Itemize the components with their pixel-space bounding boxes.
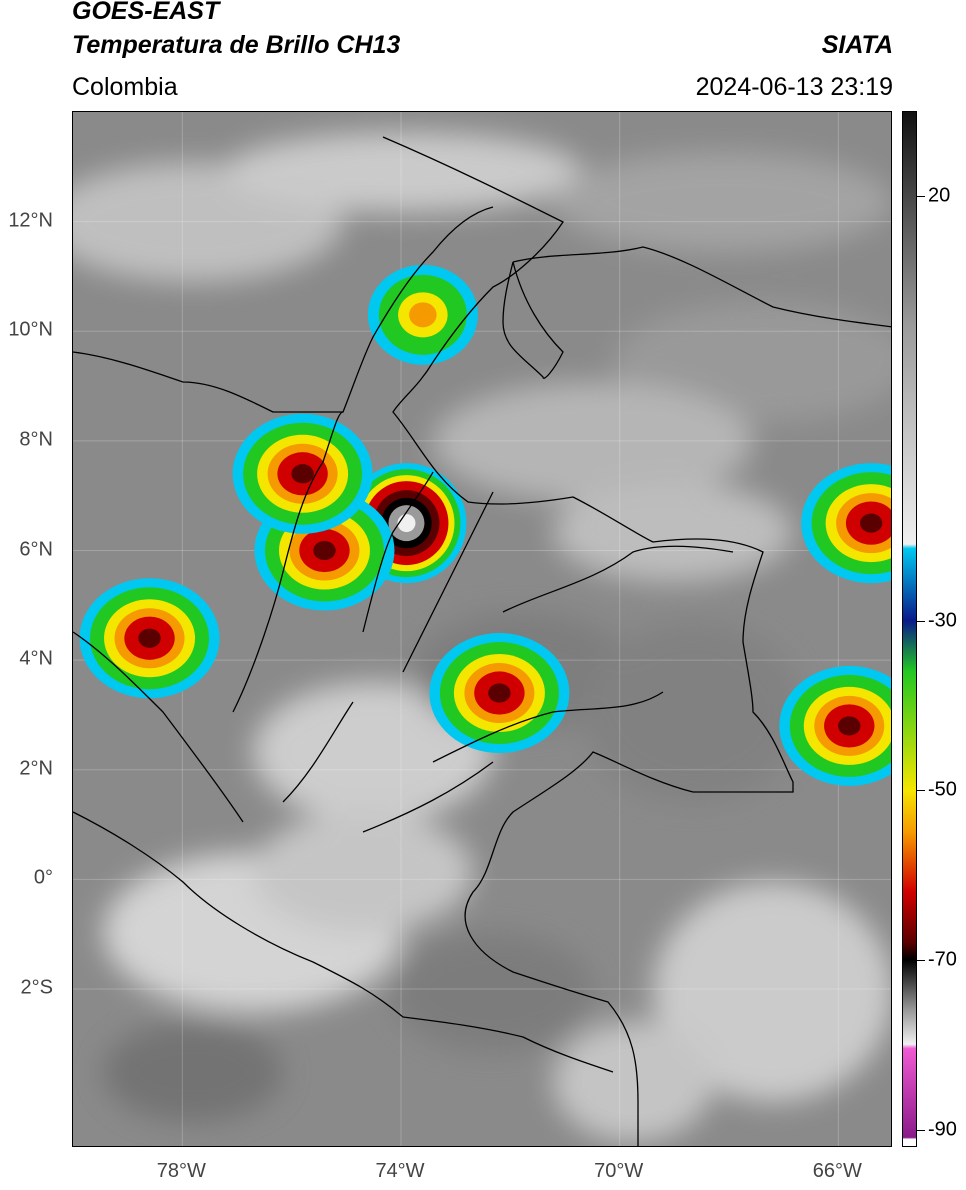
map-title-line1: GOES-EAST — [72, 0, 220, 25]
lat-label: 6°N — [19, 538, 53, 561]
colorbar-label: -50 — [928, 778, 957, 801]
lat-label: 10°N — [8, 318, 53, 341]
colorbar-label: -70 — [928, 948, 957, 971]
storm-ring — [397, 514, 416, 533]
colorbar-label: -30 — [928, 609, 957, 631]
satellite-map — [72, 111, 892, 1147]
lat-label: 4°N — [19, 647, 53, 670]
region-label: Colombia — [72, 73, 178, 101]
ecuador-peru-border — [73, 811, 614, 1073]
storm-ring — [838, 716, 861, 736]
colorbar-label: 20 — [928, 184, 951, 207]
lon-label: 66°W — [812, 1160, 862, 1182]
colorbar-tick — [917, 620, 925, 622]
colombia-brazil-border — [464, 751, 694, 1146]
storm-cell-venezuela-east — [779, 665, 891, 786]
andes-central — [362, 471, 434, 633]
colorbar-label: -90 — [928, 1118, 957, 1141]
storm-ring — [291, 464, 314, 484]
dept-line-3 — [282, 701, 354, 803]
venezuela-coast — [512, 246, 891, 328]
storm-ring — [488, 683, 511, 703]
colorbar-tick — [917, 195, 925, 197]
storm-ring — [313, 540, 336, 561]
lat-label: 2°N — [19, 757, 53, 780]
maracaibo-lake — [502, 261, 564, 379]
dept-line-2 — [362, 761, 494, 833]
cloud-texture — [73, 132, 891, 1142]
lon-label: 70°W — [594, 1160, 644, 1182]
storm-cell-choco — [232, 413, 373, 534]
colorbar-tick — [917, 1130, 925, 1132]
storm-cell-guajira — [367, 264, 478, 365]
storm-cell-venezuela-northeast — [801, 463, 891, 584]
lat-label: 0° — [33, 866, 53, 889]
storm-ring — [138, 628, 161, 648]
storm-cells — [79, 264, 891, 786]
satellite-image — [73, 112, 891, 1146]
storm-ring — [409, 302, 437, 328]
andes-eastern — [402, 491, 494, 673]
lat-label: 2°S — [20, 976, 53, 999]
lon-label: 74°W — [375, 1160, 425, 1182]
storm-ring — [859, 513, 883, 533]
map-title-line2: Temperatura de Brillo CH13 — [72, 31, 401, 59]
source-label: SIATA — [821, 31, 893, 59]
storm-cell-meta — [429, 633, 570, 754]
storm-cell-pacific — [79, 578, 220, 699]
pacific-coast — [73, 631, 244, 823]
lat-label: 12°N — [8, 209, 53, 232]
lon-label: 78°W — [156, 1160, 206, 1182]
colorbar-tick — [917, 790, 925, 792]
timestamp-label: 2024-06-13 23:19 — [695, 73, 893, 101]
colorbar-tick — [917, 960, 925, 962]
dept-line-1 — [432, 691, 664, 763]
lat-label: 8°N — [19, 428, 53, 451]
colombia-venezuela-border — [382, 136, 794, 793]
dept-line-4 — [502, 545, 734, 613]
andes-western — [232, 411, 344, 713]
boundaries — [73, 136, 891, 1146]
temperature-colorbar — [902, 111, 917, 1147]
